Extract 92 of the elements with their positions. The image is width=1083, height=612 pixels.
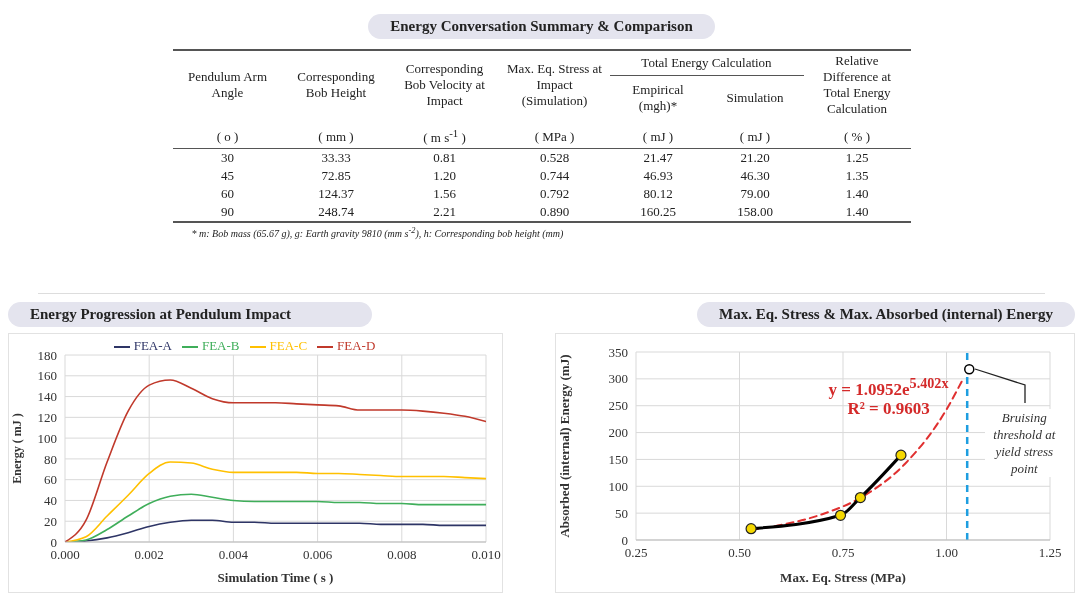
text: Pendulum Arm Angle	[186, 68, 269, 102]
text: ( mm )	[317, 127, 355, 146]
text: ( MPa )	[533, 127, 576, 146]
y-tick-label: 60	[44, 472, 57, 488]
y-tick-label: 150	[608, 452, 628, 468]
x-tick-label: 0.25	[624, 545, 648, 561]
x-tick-label: 0.008	[387, 547, 417, 563]
text: 46.93	[642, 167, 674, 186]
legend-label: FEA-A	[133, 338, 172, 353]
y-tick-label: 300	[608, 371, 628, 387]
text: Energy Conversation Summary & Comparison	[368, 14, 715, 39]
text: ( m s$^{-1}$ )	[422, 126, 467, 148]
text: Empirical (mgh)*	[631, 80, 685, 115]
point	[964, 363, 975, 375]
y-tick-label: 100	[37, 430, 57, 446]
annotation: R² = 0.9603	[846, 398, 931, 419]
x-tick-label: 0.75	[831, 545, 855, 561]
annotation: y = 1.0952e$^{5.402x}$	[827, 374, 950, 400]
y-tick-label: 200	[608, 425, 628, 441]
text: Relative Difference at Total Energy Calculation	[822, 52, 892, 118]
y-tick-label: 40	[44, 493, 57, 509]
point	[854, 491, 866, 504]
chart-title: Max. Eq. Stress & Max. Absorbed (internal) Energy	[697, 302, 1075, 327]
text: 45	[220, 167, 235, 186]
text: 33.33	[320, 149, 352, 168]
point	[895, 449, 907, 461]
text: 72.85	[320, 167, 352, 186]
text: 90	[220, 203, 235, 222]
y-tick-label: 100	[608, 478, 628, 494]
text: 0.528	[538, 149, 571, 168]
annotation: Bruising threshold at yield stress point	[985, 409, 1064, 478]
x-tick-label: 1.00	[935, 545, 958, 561]
text: 0.744	[538, 167, 571, 186]
text: 160.25	[639, 203, 677, 222]
point	[745, 523, 757, 535]
y-tick-label: 80	[44, 451, 57, 467]
legend-label: FEA-B	[201, 338, 240, 353]
legend-label: FEA-D	[337, 338, 376, 353]
x-axis-title: Simulation Time ( s )	[217, 570, 334, 585]
y-axis-title: Energy ( mJ )	[10, 413, 25, 484]
text: * m: Bob mass (65.67 g), g: Earth gravity 9810 (mm s$^{-2}$), h: Corresponding bob height (mm)	[191, 226, 565, 240]
text: 79.00	[739, 185, 771, 204]
x-tick-label: 0.002	[134, 547, 164, 563]
x-tick-label: 0.000	[50, 547, 80, 563]
y-tick-label: 180	[37, 347, 57, 363]
text: 1.40	[844, 185, 870, 204]
x-tick-label: 0.004	[218, 547, 249, 563]
y-tick-label: 250	[608, 398, 628, 414]
text: Corresponding Bob Height	[296, 68, 376, 102]
x-tick-label: 0.010	[471, 547, 501, 563]
text: ( mJ )	[738, 127, 772, 146]
text: Corresponding Bob Velocity at Impact	[403, 60, 486, 110]
text: 124.37	[317, 185, 355, 204]
text: 60	[220, 185, 235, 204]
text: 1.40	[844, 203, 870, 222]
y-tick-label: 0	[50, 534, 57, 550]
text: 1.25	[844, 149, 870, 168]
text: 248.74	[317, 203, 355, 222]
y-tick-label: 50	[615, 505, 628, 521]
y-tick-label: 20	[44, 513, 57, 529]
point	[834, 509, 847, 521]
text: 30	[220, 149, 235, 168]
y-tick-label: 0	[621, 532, 628, 548]
text: 1.56	[432, 185, 457, 204]
text: 0.890	[538, 203, 571, 222]
x-tick-label: 0.50	[728, 545, 751, 561]
x-axis-title: Max. Eq. Stress (MPa)	[780, 570, 906, 585]
text: 1.20	[432, 167, 457, 186]
legend-label: FEA-C	[269, 338, 308, 353]
text: Max. Eq. Stress at Impact (Simulation)	[506, 60, 603, 110]
text: Simulation	[725, 88, 785, 107]
text: ( mJ )	[641, 127, 675, 146]
y-tick-label: 160	[37, 368, 57, 384]
x-tick-label: 1.25	[1038, 545, 1062, 561]
text: 46.30	[739, 167, 771, 186]
text: 80.12	[642, 185, 674, 204]
text: 0.792	[538, 185, 571, 204]
text: 0.81	[432, 149, 457, 168]
x-tick-label: 0.006	[302, 547, 333, 563]
text: 21.20	[739, 149, 771, 168]
text: ( o )	[215, 127, 240, 146]
text: 158.00	[736, 203, 774, 222]
chart-title: Energy Progression at Pendulum Impact	[8, 302, 372, 327]
y-tick-label: 120	[37, 409, 57, 425]
y-axis-title: Absorbed (internal) Energy (mJ)	[556, 353, 573, 540]
text: Total Energy Calculation	[609, 50, 804, 76]
text: 2.21	[432, 203, 457, 222]
text: 21.47	[642, 149, 674, 168]
y-tick-label: 350	[608, 344, 628, 360]
text: 1.35	[844, 167, 870, 186]
y-tick-label: 140	[37, 389, 57, 405]
text: ( % )	[843, 127, 871, 146]
